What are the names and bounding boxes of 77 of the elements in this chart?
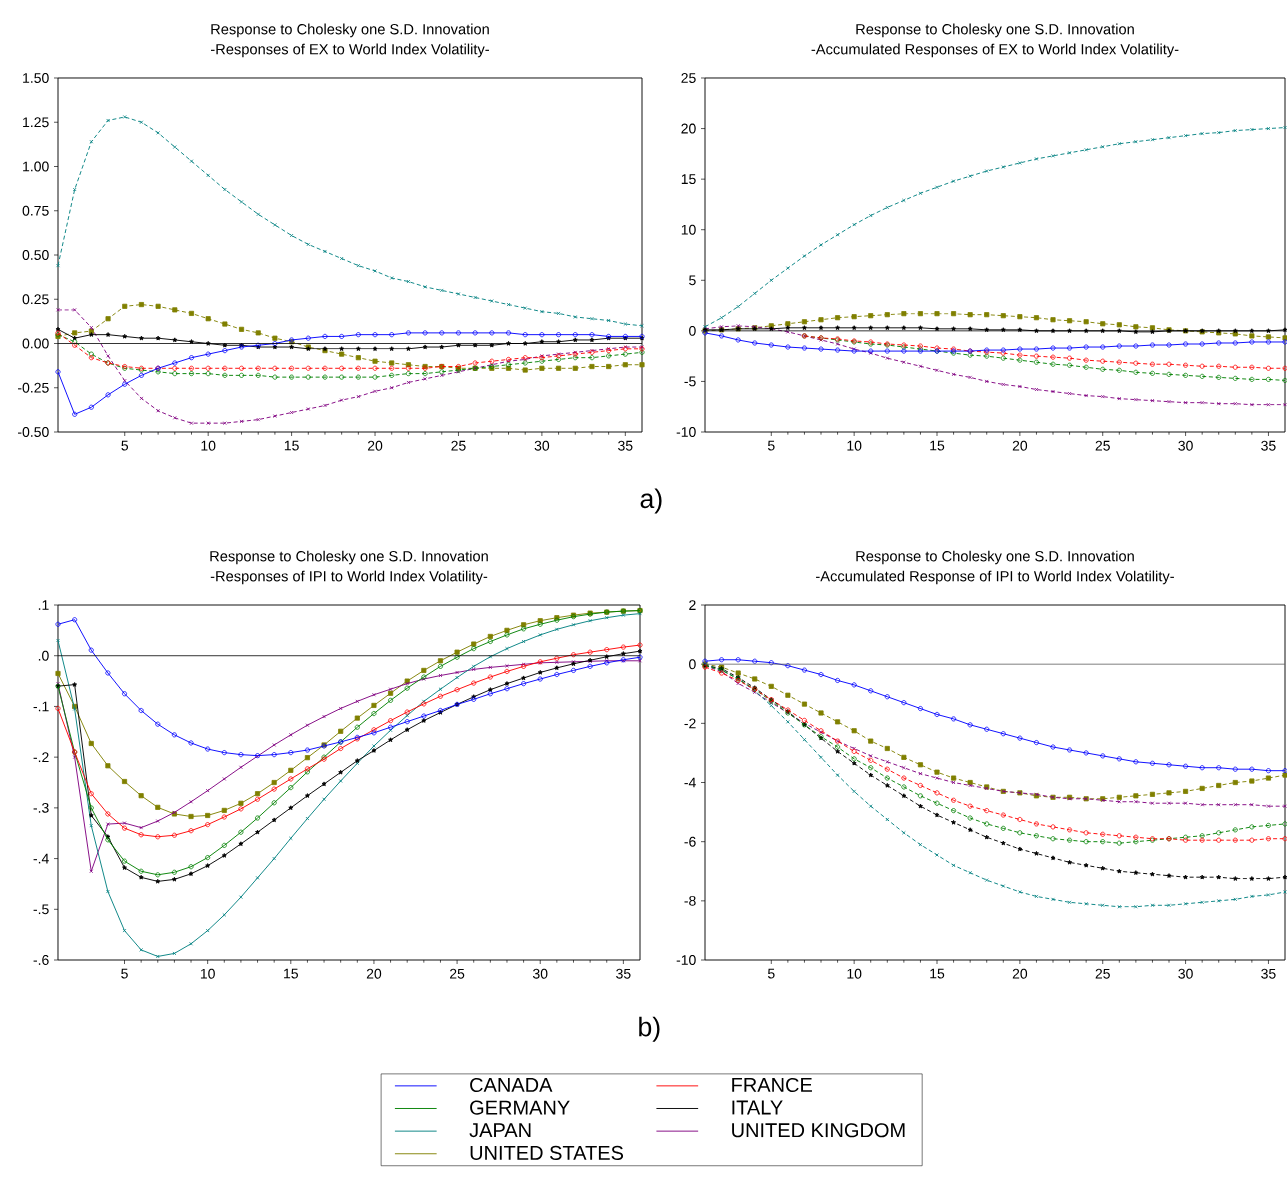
y-tick-label: 0.75 <box>22 205 49 216</box>
y-tick-label: 1.25 <box>23 117 49 128</box>
y-tick-label: -6 <box>684 836 696 847</box>
legend-label: GERMANY <box>470 1100 570 1115</box>
x-tick-label: 10 <box>847 440 862 451</box>
y-tick-label: .0 <box>38 650 49 661</box>
chart-title: Response to Cholesky one S.D. Innovation <box>856 23 1134 38</box>
y-tick-label: 5 <box>689 275 696 286</box>
chart-subtitle: -Accumulated Response of IPI to World Index Volatility- <box>816 570 1174 585</box>
x-tick-label: 15 <box>284 968 298 979</box>
chart-title: Response to Cholesky one S.D. Innovation <box>211 23 489 38</box>
y-tick-label: -0.25 <box>18 382 49 393</box>
x-tick-label: 20 <box>1012 440 1028 451</box>
y-tick-label: 1.00 <box>23 161 49 172</box>
y-tick-label: -.3 <box>33 802 49 813</box>
y-tick-label: -.4 <box>33 853 49 864</box>
legend-label: FRANCE <box>732 1077 812 1093</box>
y-tick-label: 2 <box>689 600 696 610</box>
y-tick-label: 25 <box>681 73 696 83</box>
x-tick-label: 25 <box>450 968 465 979</box>
x-tick-label: 25 <box>1095 440 1110 451</box>
x-tick-label: 20 <box>367 440 383 451</box>
x-tick-label: 30 <box>1178 440 1193 451</box>
x-tick-label: 10 <box>200 968 215 979</box>
chart-subtitle: -Accumulated Responses of EX to World Index Volatility- <box>811 43 1179 58</box>
x-tick-label: 10 <box>201 440 216 451</box>
chart-title: Response to Cholesky one S.D. Innovation <box>210 550 488 565</box>
x-tick-label: 5 <box>121 968 128 979</box>
x-tick-label: 25 <box>451 440 466 451</box>
x-tick-label: 35 <box>618 440 633 451</box>
y-tick-label: -.6 <box>33 955 49 965</box>
x-tick-label: 5 <box>121 440 129 451</box>
x-tick-label: 20 <box>1012 968 1028 979</box>
x-tick-label: 35 <box>1261 968 1276 979</box>
x-tick-label: 10 <box>847 968 862 979</box>
legend-label: UNITED KINGDOM <box>732 1123 905 1138</box>
y-tick-label: 1.50 <box>23 73 49 83</box>
y-tick-label: .1 <box>38 600 49 610</box>
y-tick-label: -10 <box>676 955 696 965</box>
y-tick-label: -.1 <box>33 701 49 712</box>
y-tick-label: -10 <box>676 427 696 437</box>
y-tick-label: -2 <box>684 718 696 729</box>
x-tick-label: 5 <box>767 440 775 451</box>
legend-label: CANADA <box>470 1077 553 1093</box>
y-tick-label: -0.50 <box>18 427 49 437</box>
x-tick-label: 15 <box>930 968 945 979</box>
legend-label: ITALY <box>732 1100 783 1115</box>
y-tick-label: 0.50 <box>22 250 49 260</box>
y-tick-label: -.2 <box>33 752 49 763</box>
y-tick-label: -.5 <box>33 904 49 915</box>
legend-label: JAPAN <box>469 1123 531 1138</box>
text: a) <box>640 488 662 514</box>
chart-subtitle: -Responses of IPI to World Index Volatility- <box>210 570 488 585</box>
y-tick-label: 10 <box>681 224 696 235</box>
chart-title: Response to Cholesky one S.D. Innovation <box>856 550 1134 565</box>
x-tick-label: 30 <box>532 968 548 979</box>
y-tick-label: 0.25 <box>22 294 49 305</box>
y-tick-label: -5 <box>684 376 696 387</box>
x-tick-label: 25 <box>1095 968 1110 979</box>
x-tick-label: 15 <box>284 440 299 451</box>
y-tick-label: 20 <box>681 123 696 134</box>
x-tick-label: 35 <box>1261 440 1276 451</box>
x-tick-label: 5 <box>767 968 775 979</box>
y-tick-label: 0 <box>689 659 696 670</box>
x-tick-label: 35 <box>616 968 631 979</box>
y-tick-label: -8 <box>684 895 696 906</box>
chart-subtitle: -Responses of EX to World Index Volatility- <box>210 43 489 58</box>
legend-label: UNITED STATES <box>470 1145 624 1160</box>
y-tick-label: -4 <box>684 777 696 788</box>
x-tick-label: 15 <box>930 440 945 451</box>
y-tick-label: 0 <box>689 325 696 336</box>
y-tick-label: 15 <box>681 174 696 185</box>
x-tick-label: 20 <box>366 968 382 979</box>
x-tick-label: 30 <box>534 440 550 451</box>
text: b) <box>639 1016 660 1042</box>
y-tick-label: 0.00 <box>22 338 49 349</box>
x-tick-label: 30 <box>1178 968 1193 979</box>
